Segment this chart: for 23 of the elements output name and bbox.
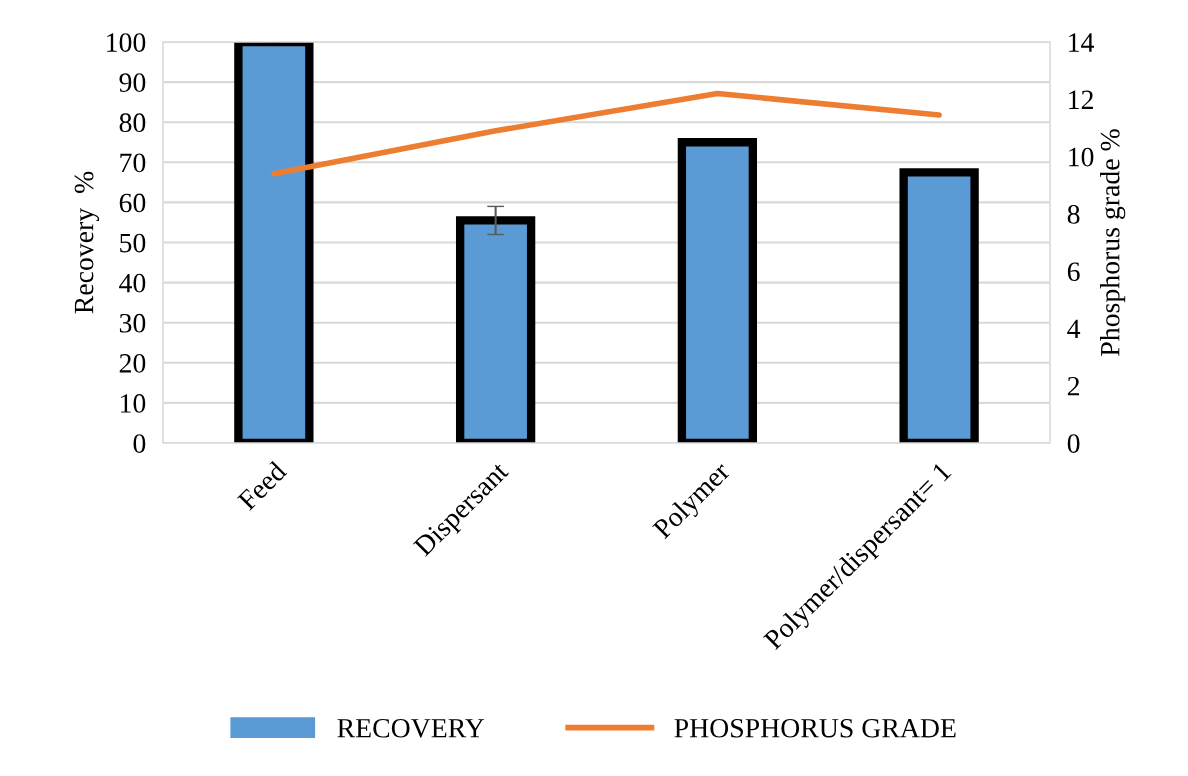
- y2-tick-label: 10: [1069, 147, 1094, 167]
- y-tick-label: 0: [133, 434, 146, 453]
- y-tick-label: 90: [119, 73, 146, 93]
- y2-tick-label: 6: [1067, 262, 1080, 282]
- y-tick-label: 40: [119, 273, 146, 293]
- y2-tick-label: 14: [1069, 33, 1095, 52]
- y-tick-label: 20: [119, 353, 146, 373]
- y-tick-label: 70: [120, 153, 146, 173]
- y-tick-label: 100: [107, 33, 146, 52]
- y2-tick-label: 8: [1067, 205, 1080, 224]
- y-tick-label: 10: [121, 394, 146, 413]
- y-tick-label: 60: [119, 193, 146, 213]
- y2-tick-label: 4: [1067, 319, 1081, 339]
- y2-tick-label: 12: [1069, 90, 1093, 109]
- y-axis-title: Recovery %: [74, 171, 100, 314]
- y2-tick-label: 2: [1067, 376, 1080, 396]
- y2-axis-title: Phosphorus grade %: [1100, 129, 1126, 356]
- y-tick-label: 30: [119, 313, 146, 333]
- y-tick-label: 80: [119, 113, 146, 133]
- y-tick-label: 50: [120, 233, 146, 253]
- legend-label: PHOSPHORUS GRADE: [674, 718, 956, 738]
- legend-label: RECOVERY: [337, 718, 485, 738]
- y2-tick-label: 0: [1067, 434, 1080, 453]
